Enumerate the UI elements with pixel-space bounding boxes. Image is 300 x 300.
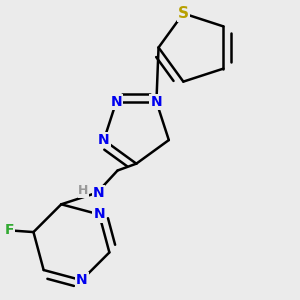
Text: F: F [5, 224, 14, 237]
Text: N: N [110, 95, 122, 109]
Text: N: N [76, 273, 87, 287]
Text: N: N [93, 208, 105, 221]
Text: N: N [93, 186, 105, 200]
Text: N: N [98, 133, 110, 147]
Text: N: N [151, 95, 162, 109]
Text: S: S [178, 6, 189, 21]
Text: H: H [78, 184, 88, 197]
